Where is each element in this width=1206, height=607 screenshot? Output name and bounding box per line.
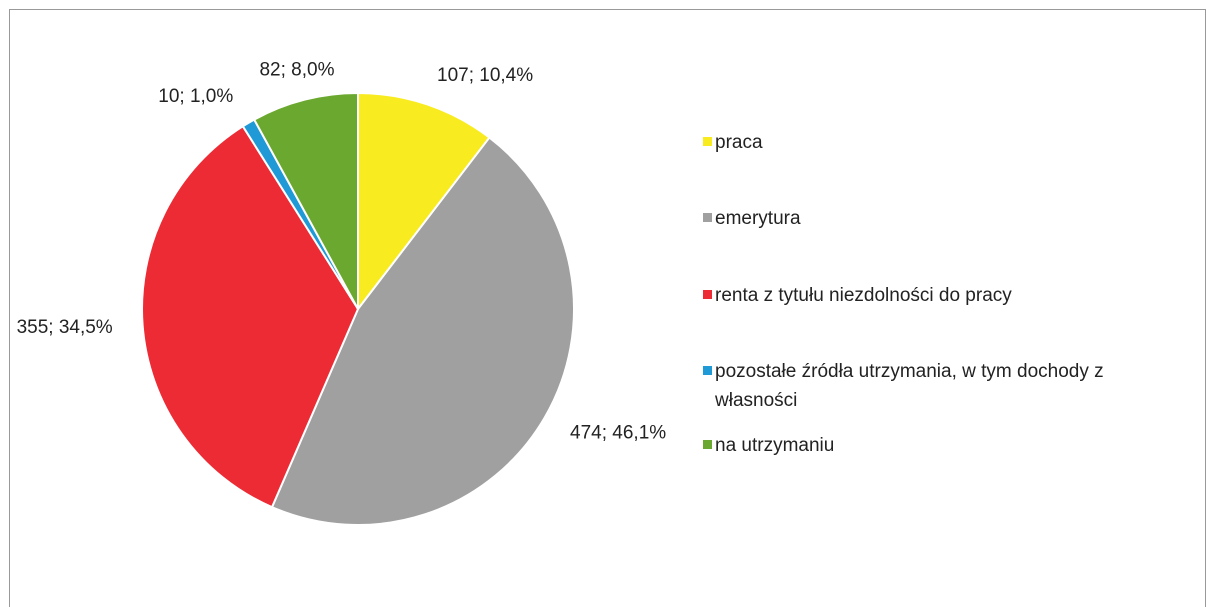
data-label: 474; 46,1%	[570, 423, 666, 444]
legend-swatch	[703, 366, 712, 375]
data-label: 82; 8,0%	[259, 60, 334, 81]
legend-item: renta z tytułu niezdolności do pracy	[703, 281, 1012, 310]
legend-label: na utrzymaniu	[715, 435, 835, 456]
legend-label: pozostałe źródła utrzymania, w tym docho…	[715, 361, 1104, 411]
pie-slice	[141, 124, 360, 509]
pie-slice	[270, 136, 575, 526]
legend-swatch	[703, 213, 712, 222]
data-label: 10; 1,0%	[158, 86, 233, 107]
pie-slice	[357, 91, 491, 312]
legend-label: emerytura	[715, 208, 801, 229]
legend-item: na utrzymaniu	[703, 431, 834, 460]
data-label: 355; 34,5%	[17, 317, 113, 338]
legend-item: emerytura	[703, 204, 801, 233]
legend-label: renta z tytułu niezdolności do pracy	[715, 285, 1012, 306]
legend-item: praca	[703, 128, 763, 157]
data-label: 107; 10,4%	[437, 65, 533, 86]
legend-swatch	[703, 440, 712, 449]
legend-swatch	[703, 137, 712, 146]
legend-label: praca	[715, 132, 763, 153]
pie-slice	[252, 91, 359, 310]
legend-swatch	[703, 290, 712, 299]
legend-item: pozostałe źródła utrzymania, w tym docho…	[703, 357, 1183, 415]
